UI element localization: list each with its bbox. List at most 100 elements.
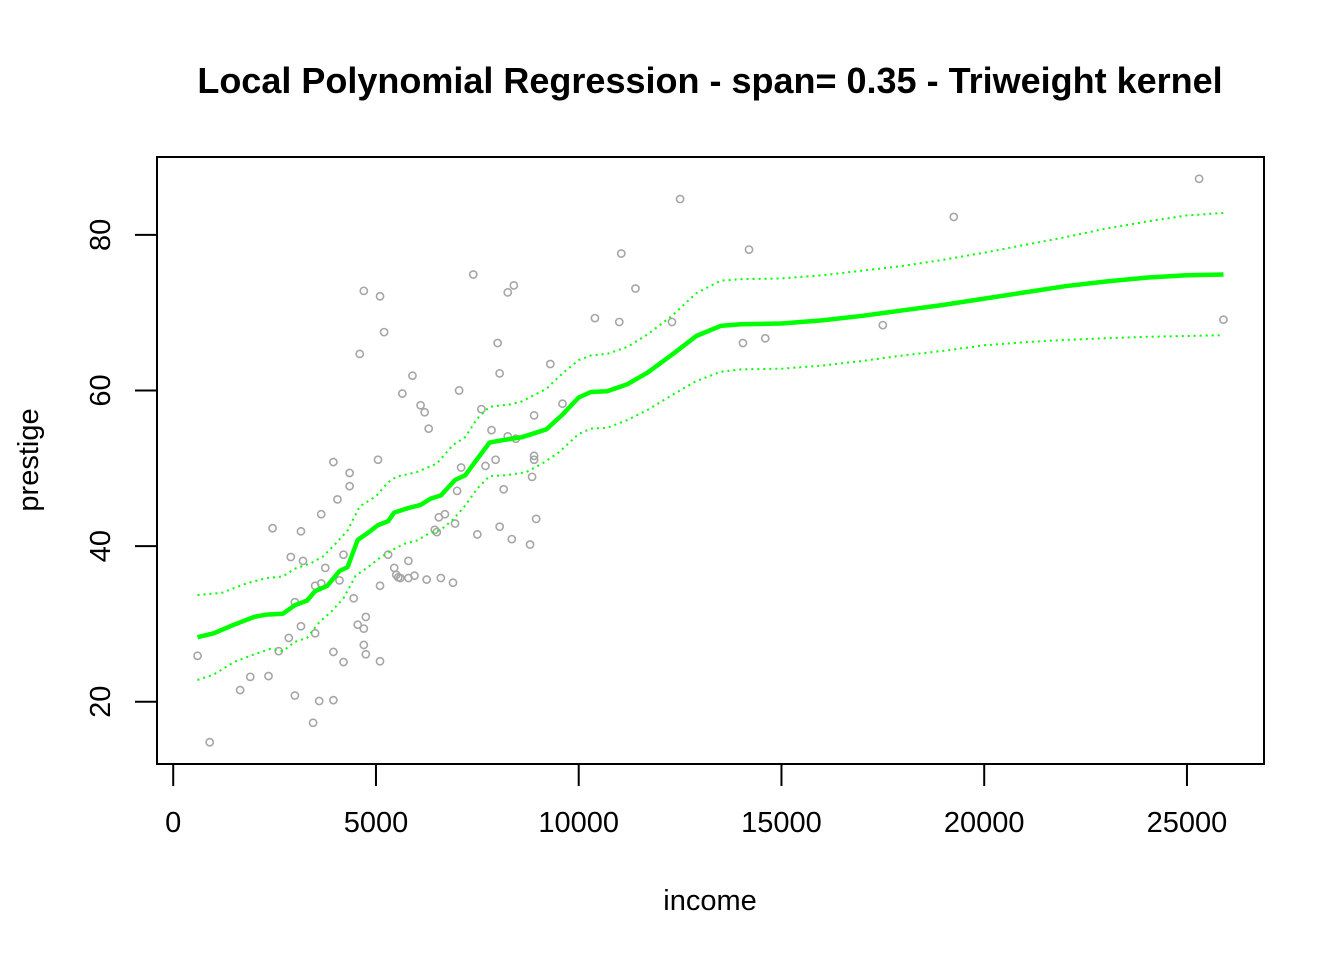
scatter-point [408, 371, 417, 381]
scatter-point [373, 455, 383, 465]
y-tick-label: 60 [85, 374, 117, 406]
chart-title: Local Polynomial Regression - span= 0.35… [197, 60, 1222, 101]
scatter-point [468, 270, 478, 279]
scatter-point [614, 317, 624, 327]
scatter-point [245, 672, 255, 682]
scatter-point [355, 349, 365, 359]
scatter-point [545, 359, 555, 369]
scatter-point [487, 425, 496, 435]
scatter-point [359, 624, 369, 633]
scatter-point [1194, 174, 1204, 184]
x-tick-label: 20000 [944, 807, 1025, 839]
scatter-point [529, 451, 539, 461]
scatter-point [495, 368, 505, 378]
scatter-point [205, 737, 215, 747]
confidence-band [197, 212, 1224, 681]
scatter-point [949, 212, 959, 222]
y-tick-label: 20 [85, 686, 117, 718]
scatter-point [264, 671, 273, 681]
scatter-point [448, 578, 458, 588]
scatter-point [503, 288, 513, 297]
scatter-point [379, 327, 389, 337]
scatter-point [616, 249, 626, 258]
scatter-point [361, 612, 371, 622]
scatter-point [345, 481, 355, 491]
scatter-point [353, 620, 363, 630]
scatter-point [420, 407, 430, 417]
scatter-point [529, 455, 539, 465]
x-tick-label: 0 [165, 807, 181, 839]
scatter-point [631, 284, 640, 293]
scatter-point [436, 573, 446, 583]
scatter-point [328, 647, 338, 657]
scatter-point [675, 194, 685, 204]
scatter-point [314, 696, 324, 706]
scatter-point [410, 571, 419, 581]
scatter-point [424, 424, 434, 433]
scatter-point [397, 389, 407, 398]
scatter-point [296, 621, 306, 631]
scatter-point [290, 691, 300, 700]
scatter-point [375, 291, 385, 301]
scatter-point [440, 509, 450, 519]
scatter-point [375, 581, 385, 591]
scatter-point [349, 593, 359, 603]
scatter-point [531, 514, 541, 524]
scatter-point [529, 410, 539, 420]
scatter-point [375, 656, 385, 666]
scatter-point [335, 575, 344, 585]
scatter-point [452, 486, 462, 496]
scatter-point [320, 563, 330, 573]
data-points [193, 174, 1228, 747]
scatter-point [499, 484, 509, 494]
x-tick-label: 15000 [741, 807, 822, 839]
scatter-point [339, 657, 348, 667]
scatter-point [422, 575, 432, 584]
scatter-point [284, 633, 294, 643]
scatter-point [193, 651, 202, 661]
scatter-point [359, 640, 369, 650]
x-axis: 0 5000 10000 15000 20000 25000 [165, 763, 1227, 839]
y-axis-label: prestige [13, 408, 45, 511]
x-tick-label: 5000 [344, 807, 409, 839]
y-tick-label: 40 [85, 530, 117, 562]
scatter-point [456, 463, 466, 472]
scatter-point [590, 313, 600, 323]
scatter-point [404, 556, 413, 566]
scatter-point [760, 333, 770, 343]
scatter-point [558, 399, 567, 409]
scatter-point [361, 649, 371, 659]
scatter-point [472, 530, 482, 539]
scatter-point [359, 286, 369, 296]
scatter-point [738, 338, 748, 348]
scatter-point [667, 317, 677, 327]
scatter-point [395, 573, 405, 583]
x-tick-label: 10000 [538, 807, 619, 839]
scatter-point [328, 457, 338, 467]
scatter-point [345, 468, 355, 478]
fit-curve [196, 272, 1224, 640]
scatter-point [235, 685, 245, 695]
scatter-point [298, 556, 308, 566]
scatter-point [450, 519, 460, 528]
scatter-point [308, 718, 318, 728]
scatter-point [525, 540, 535, 549]
scatter-point [481, 461, 490, 471]
x-axis-label: income [663, 885, 757, 917]
scatter-point [527, 472, 537, 482]
scatter-point [1219, 315, 1228, 325]
scatter-point [493, 338, 503, 348]
scatter-point [416, 400, 425, 410]
y-axis: 20 40 60 80 [85, 219, 158, 718]
lower-band-line [197, 334, 1224, 681]
scatter-point [507, 534, 517, 544]
scatter-point [509, 281, 519, 290]
scatter-point [286, 552, 296, 562]
scatter-point [310, 628, 320, 638]
plot-frame [156, 156, 1265, 765]
scatter-point [744, 245, 754, 255]
scatter-point [491, 455, 500, 465]
scatter-point [389, 563, 399, 573]
scatter-point [339, 550, 348, 560]
